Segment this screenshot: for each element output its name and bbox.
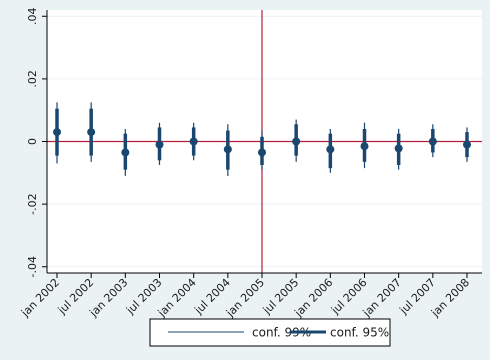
point-estimate-9 (360, 142, 369, 151)
y-tick-label-4: -.04 (26, 256, 39, 277)
point-estimate-6 (258, 148, 266, 157)
y-axis: .04 .02 0 -.02 -.04 (26, 8, 48, 277)
y-tick-label-3: -.02 (26, 193, 39, 214)
legend-box (149, 318, 391, 347)
point-estimate-8 (326, 145, 335, 154)
point-estimate-1 (87, 128, 96, 137)
legend-label-conf-99: conf. 99% (252, 326, 311, 340)
point-estimate-4 (189, 137, 198, 146)
y-tick-label-0: .04 (26, 8, 39, 26)
point-estimate-0 (53, 128, 61, 137)
point-estimate-2 (121, 148, 130, 157)
interval-marks (53, 102, 471, 176)
point-estimate-10 (394, 144, 403, 153)
y-tick-label-1: .02 (26, 70, 39, 88)
legend-label-conf-95: conf. 95% (330, 326, 389, 340)
grid-lines (47, 15, 482, 268)
legend: conf. 99% conf. 95% (149, 318, 391, 347)
point-estimate-11 (428, 137, 437, 146)
point-estimate-5 (223, 145, 232, 154)
point-estimate-12 (463, 140, 471, 149)
point-estimate-3 (155, 140, 164, 149)
y-tick-label-2: 0 (26, 138, 39, 145)
point-estimate-7 (292, 137, 301, 146)
